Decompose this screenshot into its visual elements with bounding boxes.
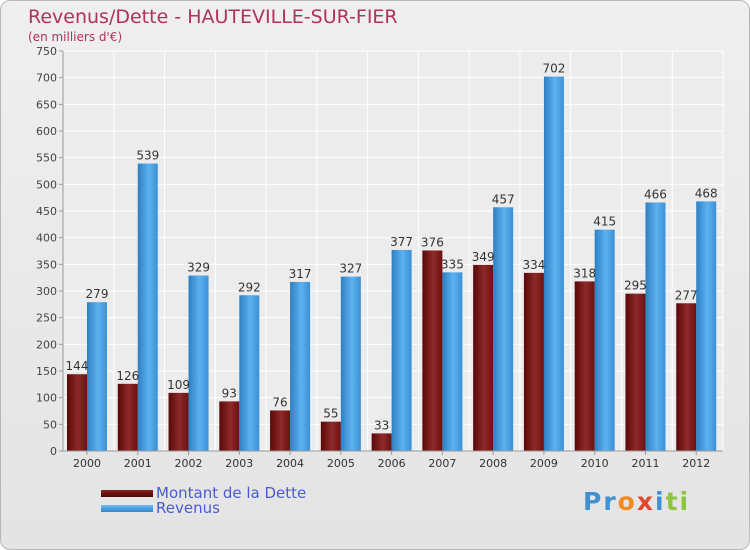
x-tick-label-2008: 2008: [479, 457, 507, 470]
y-tick-label: 200: [36, 338, 57, 351]
bar-revenus-2012: [696, 201, 717, 451]
data-label-dette-2001: 126: [116, 369, 139, 383]
data-label-revenus-2002: 329: [187, 261, 210, 275]
logo-segment: ti: [665, 487, 691, 516]
data-label-dette-2003: 93: [222, 386, 237, 400]
x-tick-label-2009: 2009: [530, 457, 558, 470]
bar-revenus-2009: [543, 76, 564, 451]
data-label-revenus-2007: 335: [441, 257, 464, 271]
data-label-dette-2005: 55: [323, 407, 338, 421]
bar-revenus-2000: [87, 302, 107, 451]
y-tick-label: 550: [36, 152, 57, 165]
data-label-revenus-2012: 468: [695, 186, 718, 200]
y-tick-label: 700: [36, 72, 57, 85]
y-tick-label: 650: [36, 98, 57, 111]
data-label-dette-2011: 295: [624, 279, 647, 293]
bar-dette-2002: [168, 392, 189, 451]
bar-revenus-2008: [493, 207, 514, 451]
bar-revenus-2001: [137, 163, 158, 452]
y-tick-label: 500: [36, 178, 57, 191]
bar-dette-2006: [371, 433, 392, 451]
chart-title: Revenus/Dette - HAUTEVILLE-SUR-FIER: [28, 6, 398, 28]
data-label-dette-2012: 277: [675, 288, 698, 302]
x-tick-label-2003: 2003: [225, 457, 253, 470]
x-axis-ticks: 2000 2001 2002 2003 2004 2005 2006 2007 2008 2009…: [63, 450, 723, 470]
bar-revenus-2002: [188, 275, 209, 451]
data-label-dette-2008: 349: [472, 250, 495, 264]
chart-subtitle: (en milliers d'€): [28, 30, 123, 44]
y-tick-label: 0: [50, 445, 57, 458]
x-tick-label-2000: 2000: [73, 457, 101, 470]
bar-dette-2005: [320, 421, 341, 451]
x-tick-label-2002: 2002: [175, 457, 203, 470]
data-label-dette-2002: 109: [167, 378, 190, 392]
x-tick-label-2005: 2005: [327, 457, 355, 470]
legend-label-revenus: Revenus: [156, 499, 220, 517]
x-tick-label-2012: 2012: [682, 457, 710, 470]
bar-dette-2004: [270, 410, 291, 451]
data-label-revenus-2001: 539: [136, 149, 159, 163]
data-label-revenus-2005: 327: [339, 262, 362, 276]
logo-segment: x: [636, 487, 655, 516]
data-label-dette-2000: 144: [66, 359, 89, 373]
logo-segment: i: [654, 487, 666, 516]
y-tick-label: 300: [36, 285, 57, 298]
x-tick-label-2010: 2010: [581, 457, 609, 470]
data-label-revenus-2000: 279: [86, 287, 109, 301]
x-tick-label-2007: 2007: [428, 457, 456, 470]
bar-revenus-2011: [645, 202, 666, 451]
y-tick-label: 100: [36, 392, 57, 405]
bar-dette-2010: [574, 281, 595, 451]
bar-revenus-2005: [340, 276, 361, 451]
data-label-revenus-2004: 317: [289, 267, 312, 281]
legend-swatch-dette: [101, 490, 153, 497]
x-tick-label-2011: 2011: [631, 457, 659, 470]
y-tick-label: 400: [36, 232, 57, 245]
data-label-revenus-2008: 457: [492, 192, 515, 206]
bar-dette-2001: [117, 383, 138, 451]
bar-revenus-2006: [391, 249, 412, 451]
y-tick-label: 350: [36, 258, 57, 271]
bar-dette-2007: [422, 250, 443, 451]
data-label-revenus-2006: 377: [390, 235, 413, 249]
data-label-dette-2010: 318: [573, 266, 596, 280]
legend-swatch-revenus: [101, 505, 153, 512]
bar-revenus-2010: [594, 229, 615, 451]
logo-segment: Pr: [583, 487, 618, 516]
y-tick-label: 50: [43, 418, 57, 431]
data-labels: 144 126 109 93 76 55 33 376 349 334 318 295 277 279 53…: [66, 62, 718, 433]
data-label-revenus-2009: 702: [542, 62, 565, 76]
y-tick-label: 150: [36, 365, 57, 378]
bar-revenus-2007: [442, 272, 463, 451]
bar-dette-2011: [625, 293, 646, 451]
bar-dette-2000: [67, 374, 87, 451]
data-label-revenus-2003: 292: [238, 280, 261, 294]
logo-segment: o: [617, 487, 637, 516]
bar-revenus-2004: [290, 281, 311, 451]
y-tick-label: 600: [36, 125, 57, 138]
bars: [67, 76, 717, 452]
y-tick-label: 450: [36, 205, 57, 218]
legend-label-dette: Montant de la Dette: [156, 484, 307, 502]
data-label-dette-2006: 33: [374, 418, 389, 432]
y-axis-ticks: 0 50 100 150 200 250 300 350 400 450 500 550 600 650 7…: [36, 45, 64, 458]
x-tick-label-2006: 2006: [378, 457, 406, 470]
data-label-dette-2007: 376: [421, 235, 444, 249]
x-tick-label-2004: 2004: [276, 457, 304, 470]
bar-dette-2012: [676, 303, 697, 451]
y-tick-label: 750: [36, 45, 57, 58]
data-label-revenus-2011: 466: [644, 187, 667, 201]
bar-dette-2008: [473, 264, 494, 451]
proxiti-logo: Proxiti: [583, 487, 690, 516]
y-tick-label: 250: [36, 312, 57, 325]
x-tick-label-2001: 2001: [124, 457, 152, 470]
bar-revenus-2003: [239, 295, 260, 451]
bar-dette-2003: [219, 401, 240, 451]
data-label-dette-2004: 76: [272, 395, 287, 409]
data-label-dette-2009: 334: [522, 258, 545, 272]
data-label-revenus-2010: 415: [593, 215, 616, 229]
bar-dette-2009: [523, 272, 544, 451]
